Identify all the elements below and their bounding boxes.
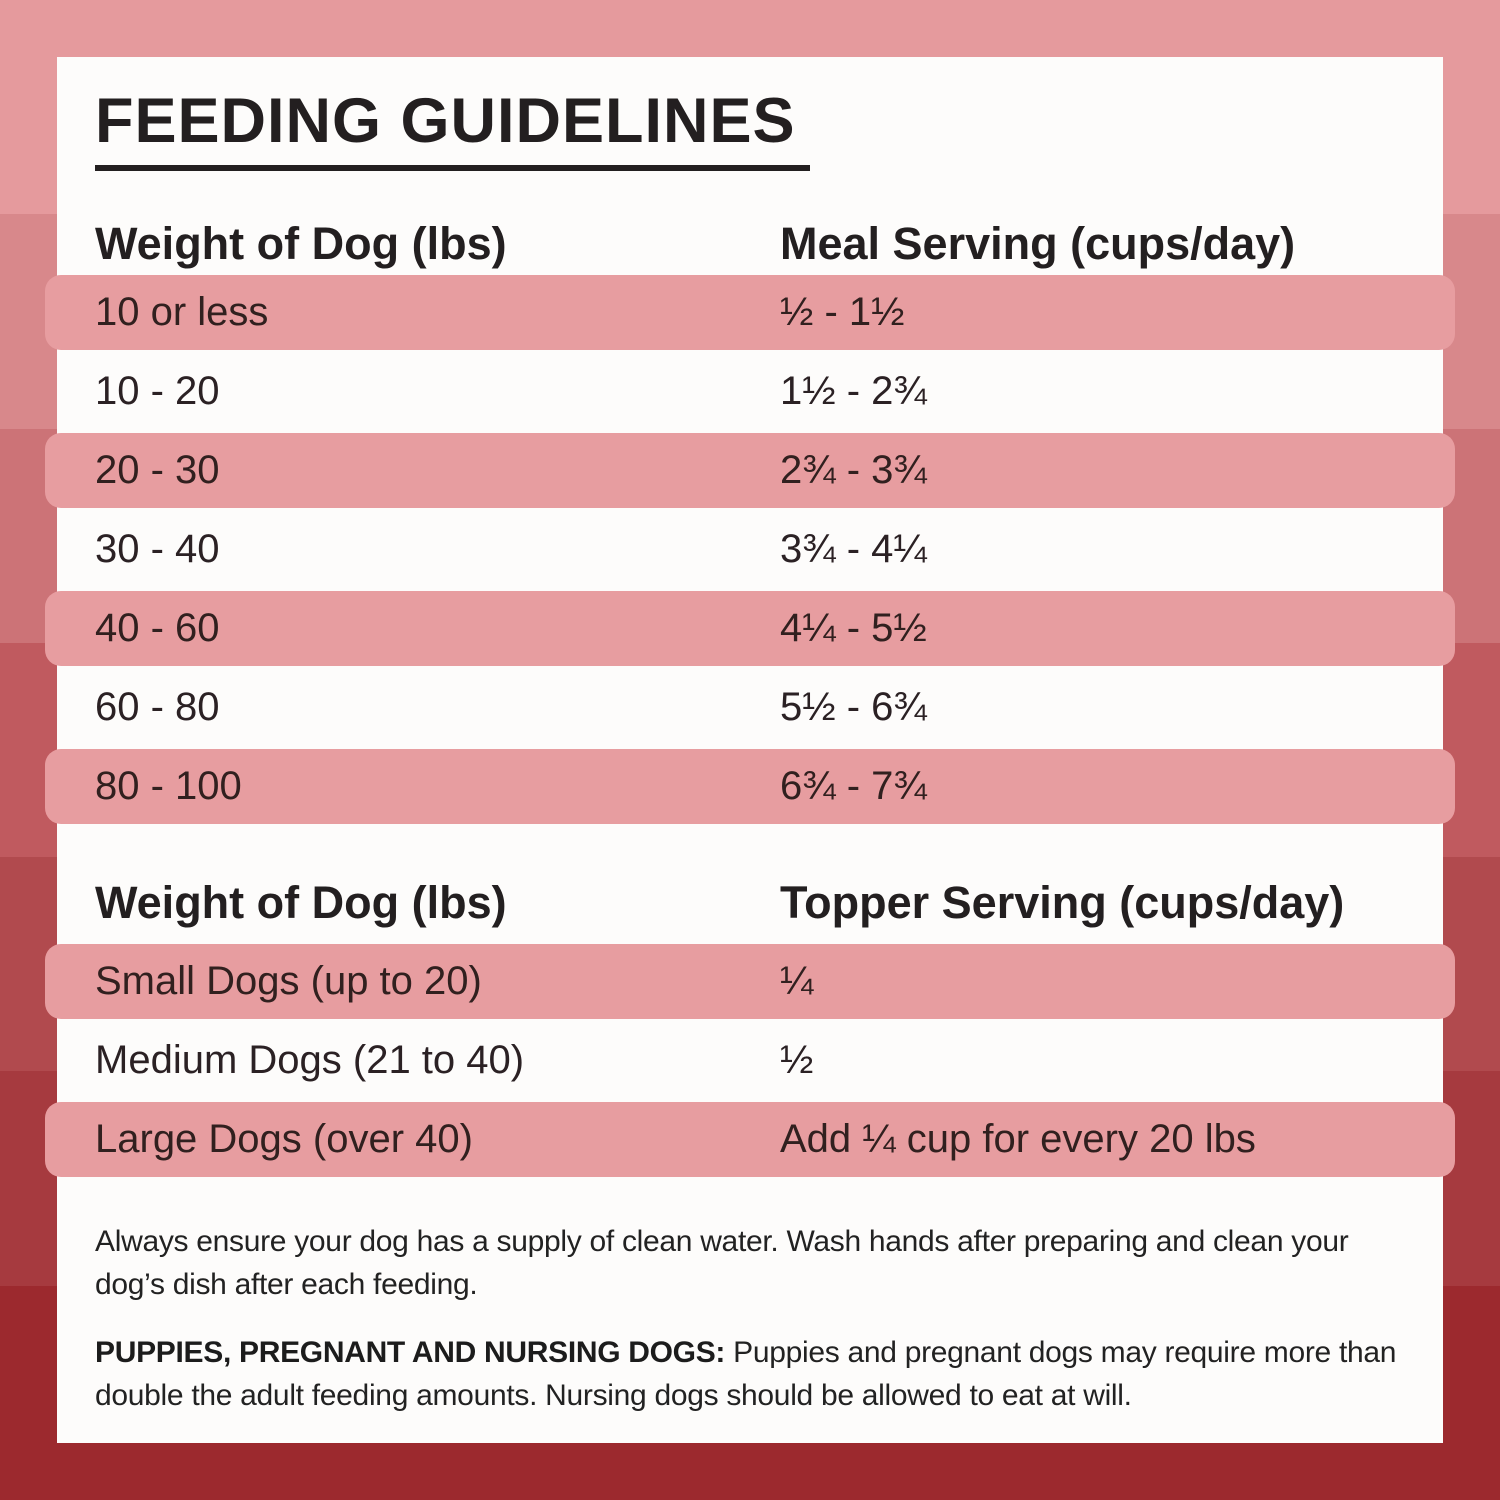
- serving-cell: ½ - 1½: [780, 290, 905, 334]
- table-row: Medium Dogs (21 to 40) ½: [45, 1021, 1455, 1100]
- serving-cell: 6¾ - 7¾: [780, 764, 927, 808]
- table-row: 10 or less ½ - 1½: [45, 275, 1455, 350]
- meal-table-header: Weight of Dog (lbs) Meal Serving (cups/d…: [57, 215, 1443, 273]
- table-row: 20 - 30 2¾ - 3¾: [45, 433, 1455, 508]
- meal-table-col1-header: Weight of Dog (lbs): [95, 218, 507, 269]
- serving-cell: 1½ - 2¾: [780, 369, 927, 413]
- weight-cell: 40 - 60: [95, 606, 220, 650]
- topper-table-col2-header: Topper Serving (cups/day): [780, 877, 1345, 928]
- guidelines-card: FEEDING GUIDELINES Weight of Dog (lbs) M…: [45, 57, 1455, 1443]
- weight-cell: Small Dogs (up to 20): [95, 959, 482, 1003]
- serving-cell: 3¾ - 4¼: [780, 527, 927, 571]
- serving-cell: ¼: [780, 959, 814, 1003]
- table-row: 60 - 80 5½ - 6¾: [45, 668, 1455, 747]
- weight-cell: Medium Dogs (21 to 40): [95, 1038, 525, 1082]
- table-row: 10 - 20 1½ - 2¾: [45, 352, 1455, 431]
- meal-table: 10 or less ½ - 1½ 10 - 20 1½ - 2¾ 20 - 3…: [45, 275, 1455, 824]
- table-row: 80 - 100 6¾ - 7¾: [45, 749, 1455, 824]
- weight-cell: Large Dogs (over 40): [95, 1117, 473, 1161]
- puppies-note: PUPPIES, PREGNANT AND NURSING DOGS: Pupp…: [95, 1332, 1405, 1417]
- weight-cell: 60 - 80: [95, 685, 220, 729]
- topper-table: Small Dogs (up to 20) ¼ Medium Dogs (21 …: [45, 944, 1455, 1177]
- table-row: 30 - 40 3¾ - 4¼: [45, 510, 1455, 589]
- topper-table-col1-header: Weight of Dog (lbs): [95, 877, 507, 928]
- topper-table-header: Weight of Dog (lbs) Topper Serving (cups…: [57, 874, 1443, 932]
- table-row: Large Dogs (over 40) Add ¼ cup for every…: [45, 1102, 1455, 1177]
- serving-cell: 2¾ - 3¾: [780, 448, 927, 492]
- weight-cell: 10 or less: [95, 290, 269, 334]
- serving-cell: ½: [780, 1038, 814, 1082]
- footnotes: Always ensure your dog has a supply of c…: [57, 1221, 1443, 1417]
- weight-cell: 10 - 20: [95, 369, 220, 413]
- serving-cell: Add ¼ cup for every 20 lbs: [780, 1117, 1256, 1161]
- weight-cell: 20 - 30: [95, 448, 220, 492]
- clean-water-note: Always ensure your dog has a supply of c…: [95, 1225, 1349, 1301]
- serving-cell: 4¼ - 5½: [780, 606, 927, 650]
- meal-table-col2-header: Meal Serving (cups/day): [780, 218, 1296, 269]
- page-title: FEEDING GUIDELINES: [95, 90, 810, 171]
- weight-cell: 80 - 100: [95, 764, 242, 808]
- puppies-note-text: Puppies and pregnant dogs may require mo…: [95, 1336, 1397, 1412]
- table-row: 40 - 60 4¼ - 5½: [45, 591, 1455, 666]
- puppies-note-label: PUPPIES, PREGNANT AND NURSING DOGS:: [95, 1336, 726, 1370]
- table-row: Small Dogs (up to 20) ¼: [45, 944, 1455, 1019]
- serving-cell: 5½ - 6¾: [780, 685, 927, 729]
- weight-cell: 30 - 40: [95, 527, 220, 571]
